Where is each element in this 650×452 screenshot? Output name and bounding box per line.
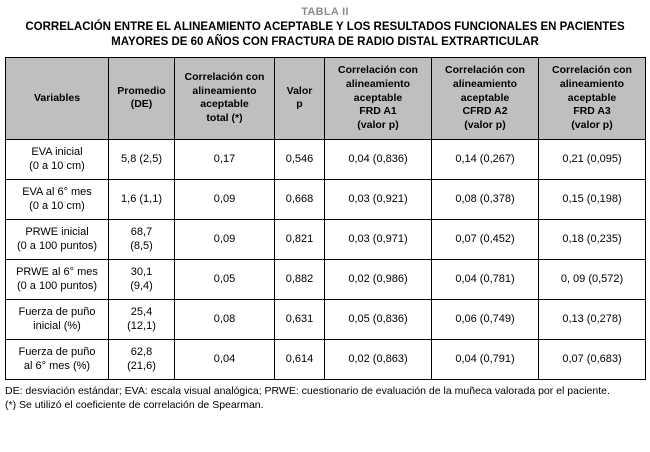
data-cell: 0,04 (0,781) [431, 258, 539, 300]
data-cell: 0,821 [274, 218, 325, 260]
row-label: EVA al 6° mes (0 a 10 cm) [5, 178, 109, 220]
data-cell: 0,05 [174, 258, 275, 300]
data-cell: 0,05 (0,836) [324, 298, 432, 340]
row-label: EVA inicial (0 a 10 cm) [5, 138, 109, 180]
data-cell: 0,14 (0,267) [431, 138, 539, 180]
data-cell: 0,02 (0,986) [324, 258, 432, 300]
data-cell: 0,03 (0,921) [324, 178, 432, 220]
row-label: PRWE al 6° mes (0 a 100 puntos) [5, 258, 109, 300]
footnote-abbreviations: DE: desviación estándar; EVA: escala vis… [5, 384, 610, 397]
data-cell: 0,03 (0,971) [324, 218, 432, 260]
data-cell: 0,08 (0,378) [431, 178, 539, 220]
data-cell: 0,17 [174, 138, 275, 180]
data-cell: 25,4 (12,1) [108, 298, 175, 340]
correlation-table: Variables Promedio (DE) Correlación con al… [5, 56, 646, 380]
data-cell: 0, 09 (0,572) [538, 258, 646, 300]
row-label: Fuerza de puño inicial (%) [5, 298, 109, 340]
data-cell: 62,8 (21,6) [108, 338, 175, 380]
data-cell: 0,07 (0,683) [538, 338, 646, 380]
data-cell: 0,668 [274, 178, 325, 220]
data-cell: 1,6 (1,1) [108, 178, 175, 220]
data-cell: 30,1 (9,4) [108, 258, 175, 300]
header-row: Variables Promedio (DE) Correlación con al… [5, 56, 646, 140]
column-header: Correlación con alineamiento aceptable F… [324, 56, 432, 140]
data-cell: 0,13 (0,278) [538, 298, 646, 340]
data-cell: 0,15 (0,198) [538, 178, 646, 220]
column-header: Valor p [274, 56, 325, 140]
column-header: Correlación con alineamiento aceptable t… [174, 56, 275, 140]
footnote-method: (*) Se utilizó el coeficiente de correla… [5, 398, 264, 411]
data-cell: 0,04 (0,836) [324, 138, 432, 180]
column-header: Correlación con alineamiento aceptable F… [538, 56, 646, 140]
table-row: PRWE al 6° mes (0 a 100 puntos) 30,1 (9,4… [5, 258, 646, 300]
table-row: PRWE inicial (0 a 100 puntos) 68,7 (8,5) 0… [5, 218, 646, 260]
data-cell: 0,06 (0,749) [431, 298, 539, 340]
data-cell: 0,09 [174, 178, 275, 220]
data-cell: 0,07 (0,452) [431, 218, 539, 260]
data-cell: 0,04 (0,791) [431, 338, 539, 380]
data-cell: 68,7 (8,5) [108, 218, 175, 260]
column-header: Correlación con alineamiento aceptable C… [431, 56, 539, 140]
table-number: TABLA II [301, 6, 349, 18]
data-cell: 0,04 [174, 338, 275, 380]
table-row: Fuerza de puño inicial (%) 25,4 (12,1) 0,0… [5, 298, 646, 340]
column-header: Promedio (DE) [108, 56, 175, 140]
footnotes: DE: desviación estándar; EVA: escala vis… [5, 385, 645, 413]
data-cell: 5,8 (2,5) [108, 138, 175, 180]
data-cell: 0,631 [274, 298, 325, 340]
data-cell: 0,546 [274, 138, 325, 180]
data-cell: 0,08 [174, 298, 275, 340]
data-cell: 0,09 [174, 218, 275, 260]
data-cell: 0,882 [274, 258, 325, 300]
data-cell: 0,21 (0,095) [538, 138, 646, 180]
table-caption: CORRELACIÓN ENTRE EL ALINEAMIENTO ACEPTA… [25, 21, 625, 48]
table-row: EVA inicial (0 a 10 cm) 5,8 (2,5) 0,17 0,54… [5, 138, 646, 180]
table-row: EVA al 6° mes (0 a 10 cm) 1,6 (1,1) 0,09 0,… [5, 178, 646, 220]
table-body: EVA inicial (0 a 10 cm) 5,8 (2,5) 0,17 0,54… [5, 138, 646, 380]
data-cell: 0,18 (0,235) [538, 218, 646, 260]
column-header: Variables [5, 56, 109, 140]
row-label: Fuerza de puño al 6° mes (%) [5, 338, 109, 380]
row-label: PRWE inicial (0 a 100 puntos) [5, 218, 109, 260]
data-cell: 0,02 (0,863) [324, 338, 432, 380]
data-cell: 0,614 [274, 338, 325, 380]
table-row: Fuerza de puño al 6° mes (%) 62,8 (21,6) 0… [5, 338, 646, 380]
